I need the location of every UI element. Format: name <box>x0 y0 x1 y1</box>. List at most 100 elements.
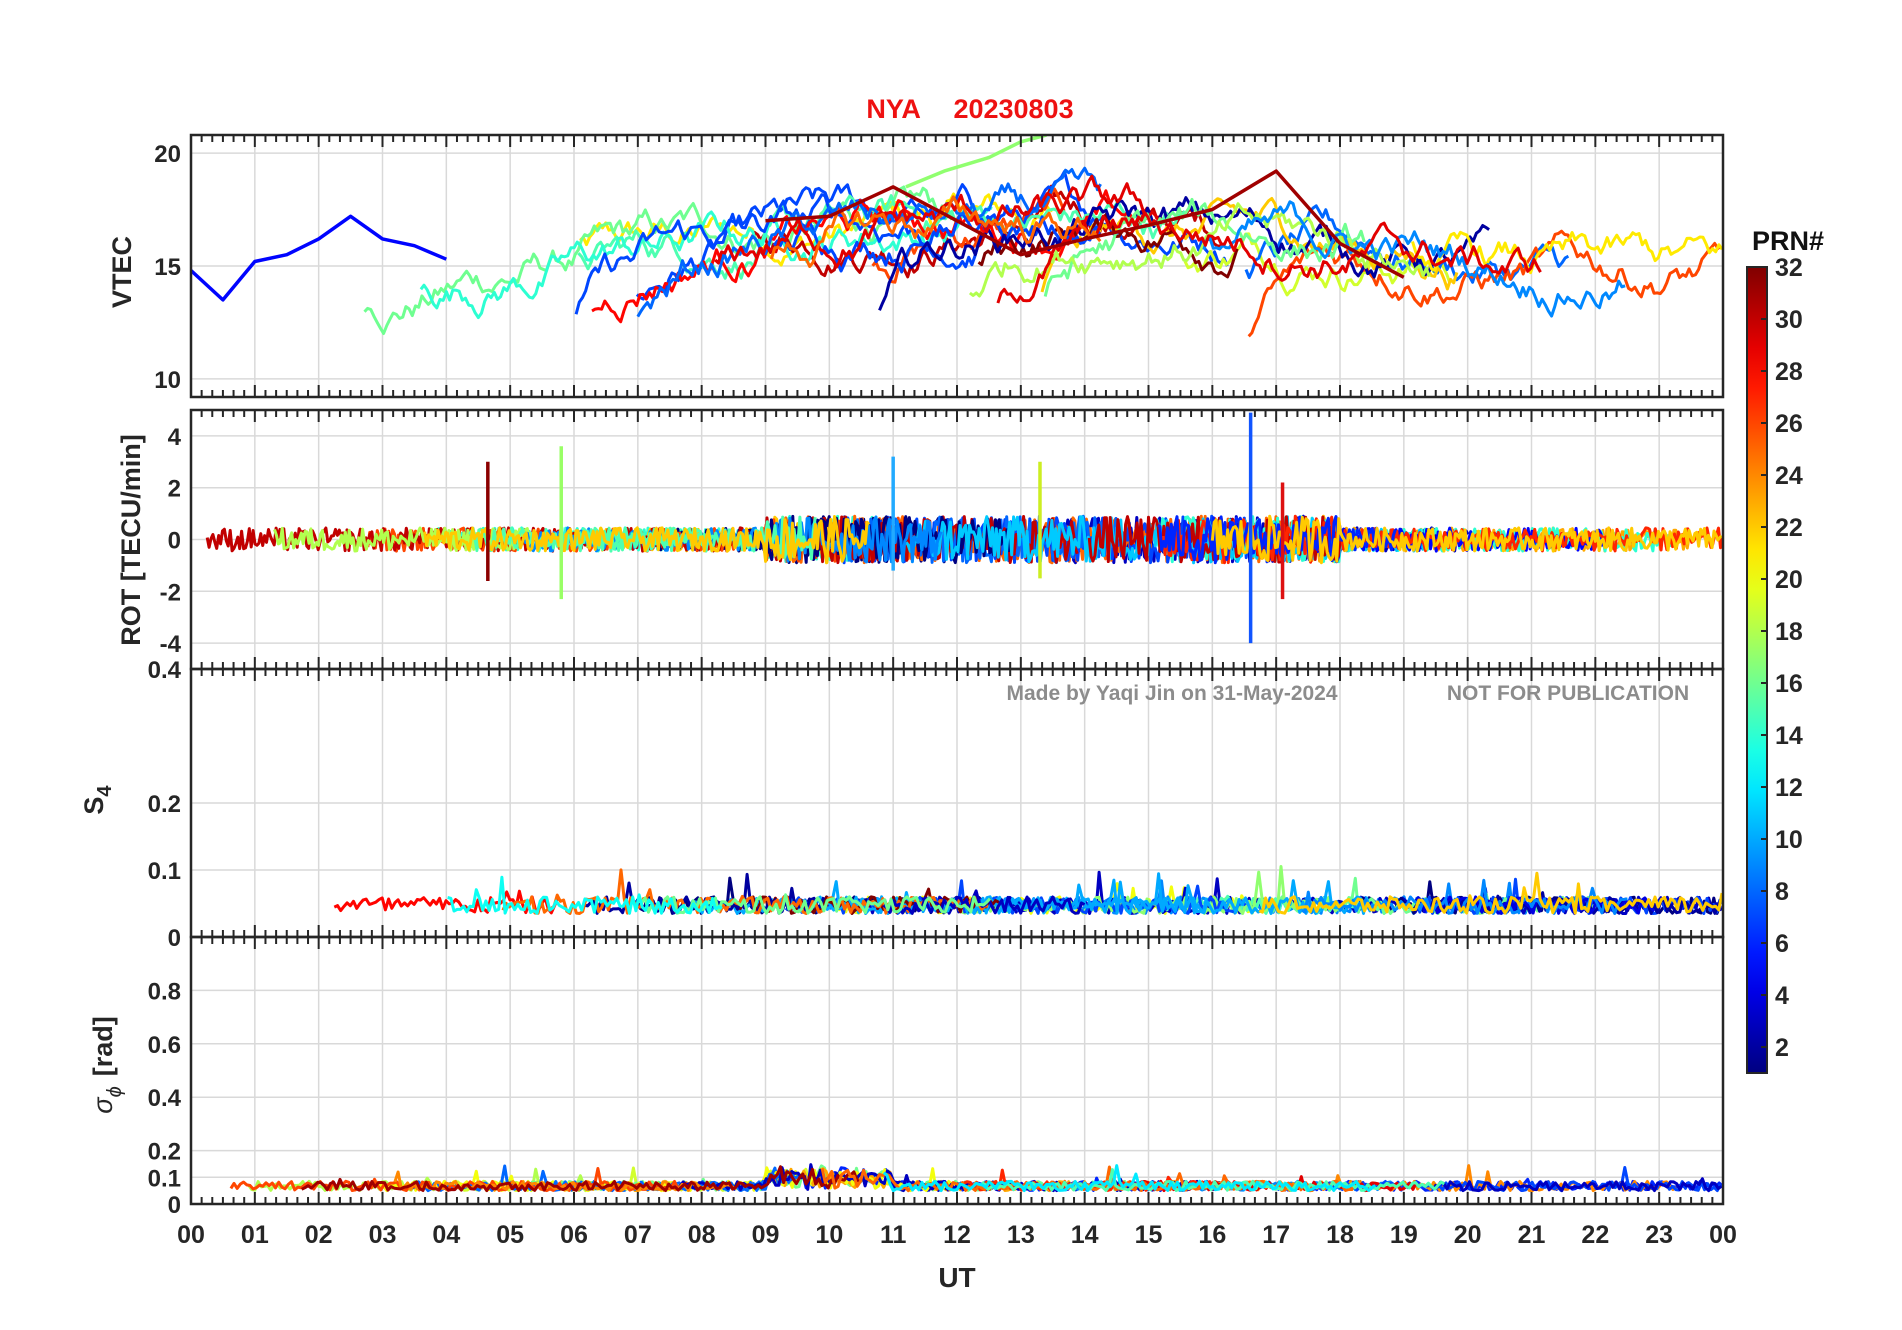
colorbar-tick-label: 30 <box>1775 306 1803 334</box>
x-tick-label: 18 <box>1326 1221 1354 1249</box>
s4-y-label: S4 <box>79 785 116 815</box>
series-line-prn-14 <box>419 206 993 320</box>
x-tick-label: 03 <box>369 1221 397 1249</box>
y-tick-label: 10 <box>154 367 181 394</box>
series-line-prn-22 <box>1258 871 1723 915</box>
series-line-prn-31 <box>301 1165 861 1193</box>
sigma-phi-panel: 00.10.2 0.4 0.6 0.8 <box>148 935 1725 1219</box>
y-tick-label: 0.1 <box>148 1165 181 1192</box>
vtec-panel: 10 15 20 <box>154 133 1725 399</box>
series-line-prn-4 <box>1413 895 1656 915</box>
series-group <box>333 865 1723 915</box>
series-line-prn-5 <box>191 214 447 302</box>
series-line-prn-13 <box>447 875 723 915</box>
colorbar-tick-label: 2 <box>1775 1034 1789 1062</box>
sigma-phi-y-label: σϕ [rad] <box>88 1016 126 1113</box>
x-tick-label: 11 <box>880 1221 907 1249</box>
series-line-prn-17 <box>905 135 1047 189</box>
x-tick-label: 00 <box>177 1221 205 1249</box>
x-tick-label: 07 <box>624 1221 652 1249</box>
x-tick-labels: 00 01 02 03 04 05 06 07 08 09 10 11 12 13 14 15 16 17 18 19… <box>177 1221 1737 1249</box>
rot-panel: -4 -2 0 2 4 <box>160 408 1725 671</box>
x-tick-label: 06 <box>560 1221 588 1249</box>
colorbar-tick-label: 14 <box>1775 722 1803 750</box>
watermark-notice: NOT FOR PUBLICATION <box>1447 682 1689 705</box>
series-line-prn-2 <box>878 196 1490 311</box>
series-line-prn-32 <box>977 212 1239 279</box>
y-tick-label: 0 <box>168 925 181 952</box>
colorbar-tick-label: 16 <box>1775 670 1803 698</box>
x-tick-label: 15 <box>1135 1221 1163 1249</box>
colorbar-tick-label: 20 <box>1775 566 1803 594</box>
colorbar-tick-label: 28 <box>1775 358 1803 386</box>
series-line-prn-25 <box>769 195 1102 268</box>
y-tick-label: 0.6 <box>148 1032 181 1059</box>
x-tick-label: 14 <box>1071 1221 1099 1249</box>
series-line-prn-31 <box>765 169 1405 279</box>
x-tick-label: 05 <box>496 1221 524 1249</box>
y-tick-label: 0.4 <box>148 1085 182 1112</box>
y-tick-label: 20 <box>154 141 181 168</box>
y-tick-label: 0 <box>168 1192 181 1219</box>
x-tick-label: 23 <box>1645 1221 1673 1249</box>
x-tick-label: 13 <box>1007 1221 1035 1249</box>
colorbar-tick-label: 24 <box>1775 462 1803 490</box>
sigma-phi-y-label-sub: ϕ <box>104 1086 126 1097</box>
colorbar-tick-label: 12 <box>1775 774 1803 802</box>
colorbar-title: PRN# <box>1752 226 1824 256</box>
y-tick-label: -2 <box>160 579 181 606</box>
colorbar-tick-label: 18 <box>1775 618 1803 646</box>
x-tick-label: 22 <box>1581 1221 1609 1249</box>
x-tick-label: 10 <box>815 1221 843 1249</box>
s4-y-label-main: S <box>79 797 109 815</box>
axes-box <box>189 935 1725 1206</box>
series-line-prn-21 <box>1411 230 1723 275</box>
colorbar-tick-label: 10 <box>1775 826 1803 854</box>
vtec-y-label: VTEC <box>107 236 137 308</box>
series-line-prn-15 <box>577 194 1186 280</box>
series-group <box>229 1163 1723 1193</box>
s4-y-label-sub: 4 <box>94 785 116 797</box>
y-tick-label: 2 <box>168 476 181 503</box>
sigma-phi-y-label-unit: [rad] <box>88 1016 118 1076</box>
y-tick-label: 15 <box>154 254 181 281</box>
series-group <box>205 412 1723 644</box>
colorbar-tick-label: 6 <box>1775 930 1789 958</box>
y-tick-label: 0.2 <box>148 1139 181 1166</box>
axes-box <box>189 133 1725 399</box>
x-tick-label: 20 <box>1454 1221 1482 1249</box>
series-line-prn-18 <box>273 526 539 553</box>
y-tick-label: -4 <box>160 631 182 658</box>
y-tick-label: 0.4 <box>148 657 182 684</box>
x-tick-label: 19 <box>1390 1221 1418 1249</box>
title-gap <box>946 94 954 124</box>
x-tick-label: 17 <box>1262 1221 1290 1249</box>
x-tick-label: 04 <box>432 1221 460 1249</box>
y-tick-label: 0.8 <box>148 978 181 1005</box>
x-tick-label: 00 <box>1709 1221 1737 1249</box>
series-line-prn-9 <box>1202 200 1626 318</box>
series-group <box>191 135 1723 338</box>
y-tick-label: 0 <box>168 528 181 555</box>
colorbar-tick-label: 26 <box>1775 410 1803 438</box>
colorbar-tick-label: 32 <box>1775 254 1803 282</box>
series-line-prn-16 <box>363 185 954 335</box>
series-line-prn-8 <box>636 166 1102 318</box>
rot-y-label: ROT [TECU/min] <box>116 434 146 645</box>
colorbar-gradient <box>1746 266 1768 1074</box>
colorbar-tick-label: 8 <box>1775 878 1789 906</box>
x-tick-label: 08 <box>688 1221 716 1249</box>
sigma-phi-y-label-main: σ <box>88 1096 118 1114</box>
y-tick-label: 4 <box>168 424 182 451</box>
colorbar-tick-label: 22 <box>1775 514 1803 542</box>
x-tick-label: 21 <box>1518 1221 1546 1249</box>
series-line-prn-22 <box>1210 514 1723 565</box>
series-line-prn-3 <box>1433 1177 1723 1193</box>
x-axis-label: UT <box>938 1262 975 1293</box>
x-tick-label: 12 <box>943 1221 971 1249</box>
series-line-prn-12 <box>882 1164 1377 1193</box>
x-tick-label: 01 <box>241 1221 269 1249</box>
title-date: 20230803 <box>953 94 1073 124</box>
